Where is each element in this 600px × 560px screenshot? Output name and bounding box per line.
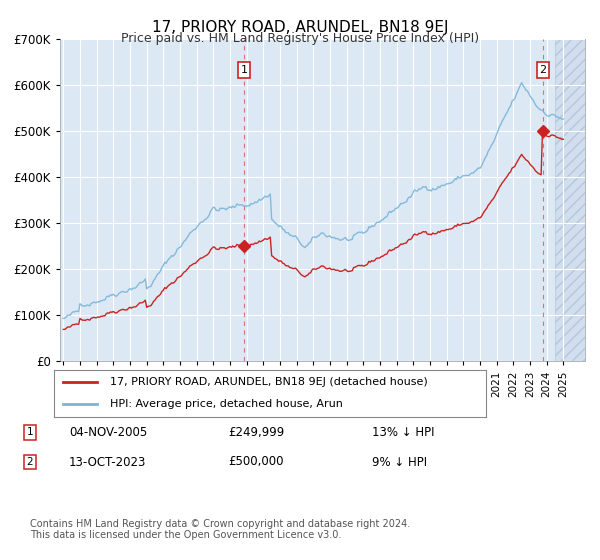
Text: 1: 1 <box>241 65 247 75</box>
Text: 2: 2 <box>26 457 34 467</box>
Text: 17, PRIORY ROAD, ARUNDEL, BN18 9EJ (detached house): 17, PRIORY ROAD, ARUNDEL, BN18 9EJ (deta… <box>110 377 428 388</box>
Text: 13-OCT-2023: 13-OCT-2023 <box>69 455 146 469</box>
Text: 2: 2 <box>539 65 547 75</box>
Text: Price paid vs. HM Land Registry's House Price Index (HPI): Price paid vs. HM Land Registry's House … <box>121 32 479 45</box>
Text: £500,000: £500,000 <box>228 455 284 469</box>
Text: Contains HM Land Registry data © Crown copyright and database right 2024.
This d: Contains HM Land Registry data © Crown c… <box>30 519 410 540</box>
Text: 17, PRIORY ROAD, ARUNDEL, BN18 9EJ: 17, PRIORY ROAD, ARUNDEL, BN18 9EJ <box>152 20 448 35</box>
Bar <box>555 39 585 361</box>
Text: HPI: Average price, detached house, Arun: HPI: Average price, detached house, Arun <box>110 399 343 409</box>
Text: £249,999: £249,999 <box>228 426 284 439</box>
Text: 13% ↓ HPI: 13% ↓ HPI <box>372 426 434 439</box>
Text: 1: 1 <box>26 427 34 437</box>
Text: 04-NOV-2005: 04-NOV-2005 <box>69 426 147 439</box>
Text: 9% ↓ HPI: 9% ↓ HPI <box>372 455 427 469</box>
